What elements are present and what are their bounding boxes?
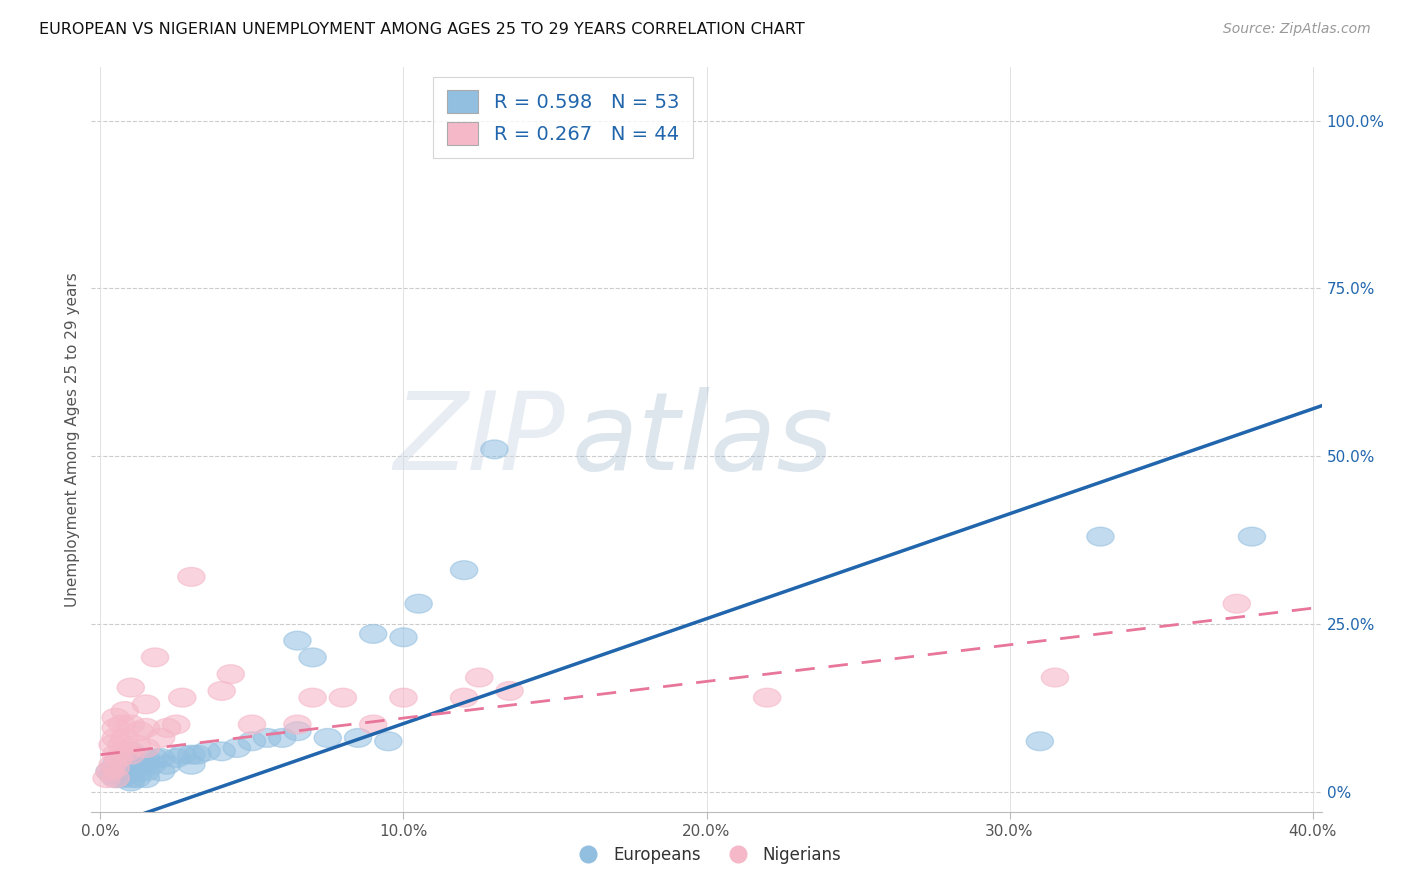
Text: Source: ZipAtlas.com: Source: ZipAtlas.com (1223, 22, 1371, 37)
Legend: Europeans, Nigerians: Europeans, Nigerians (565, 839, 848, 871)
Text: EUROPEAN VS NIGERIAN UNEMPLOYMENT AMONG AGES 25 TO 29 YEARS CORRELATION CHART: EUROPEAN VS NIGERIAN UNEMPLOYMENT AMONG … (39, 22, 806, 37)
Text: atlas: atlas (571, 387, 834, 491)
Y-axis label: Unemployment Among Ages 25 to 29 years: Unemployment Among Ages 25 to 29 years (65, 272, 80, 607)
Text: ZIP: ZIP (394, 387, 565, 491)
